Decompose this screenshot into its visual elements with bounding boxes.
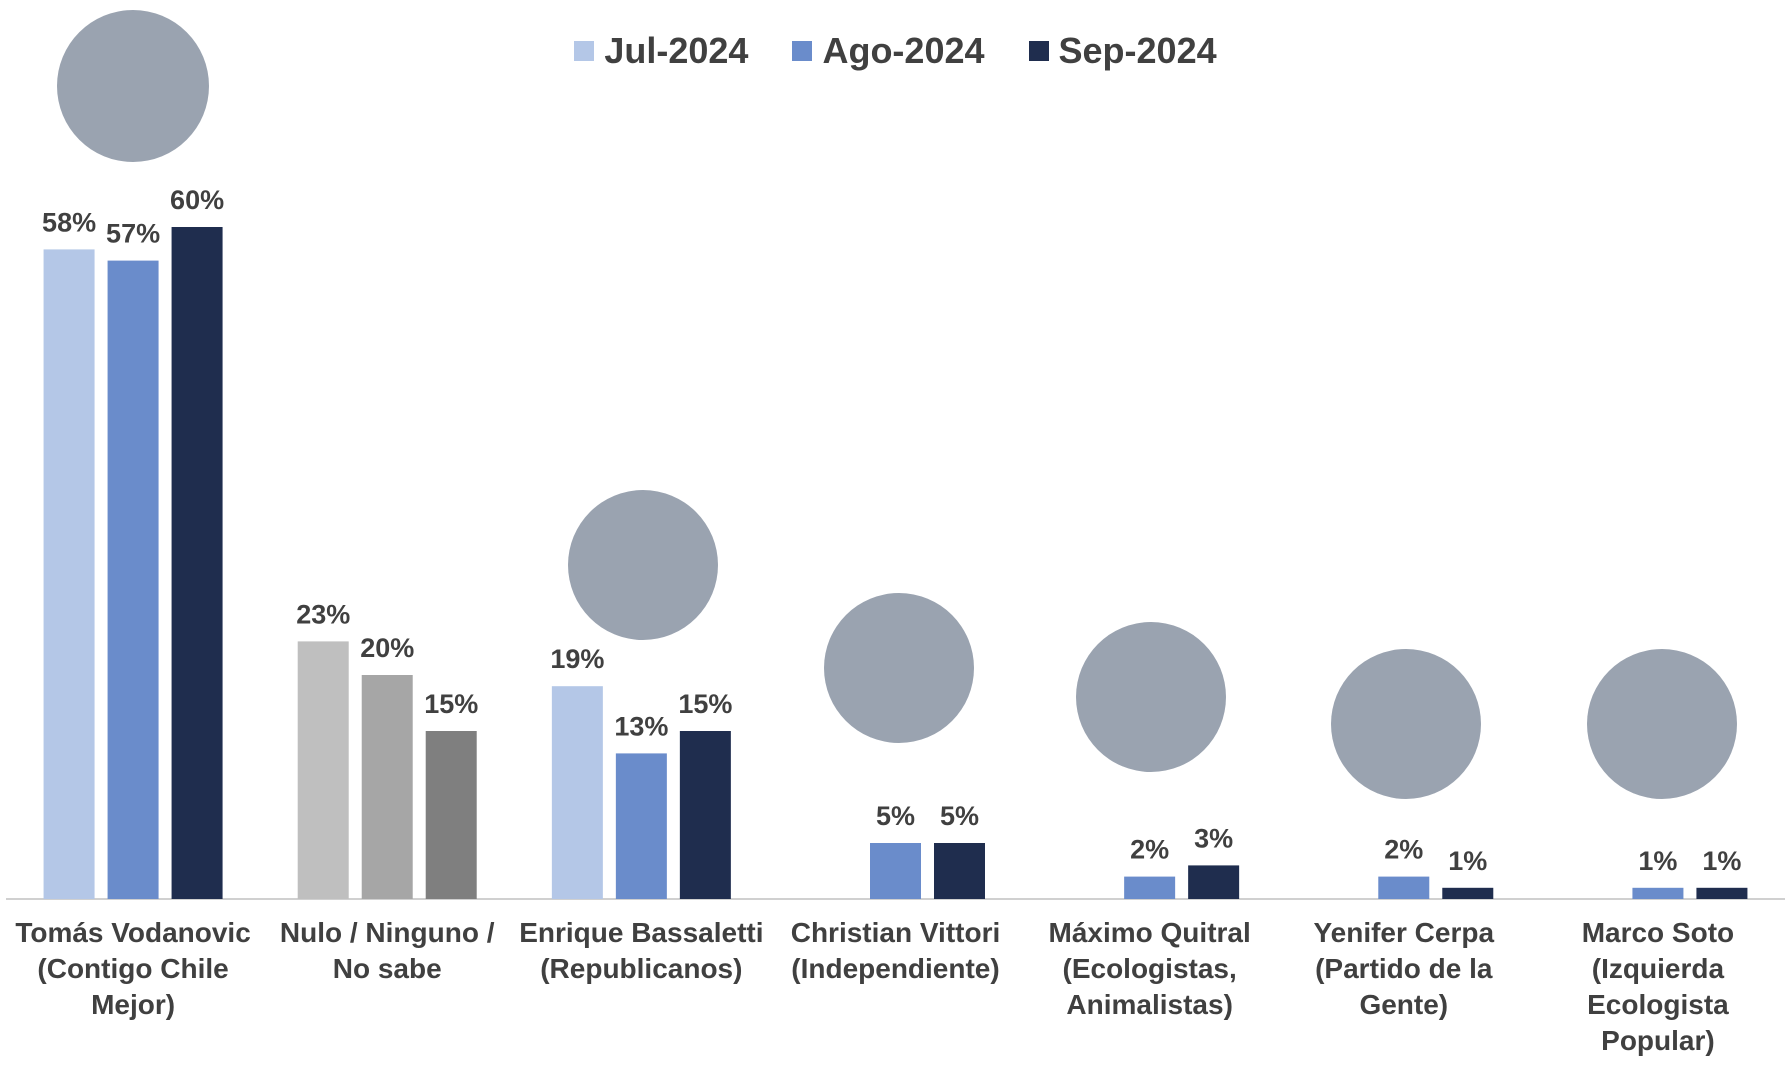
legend-label: Sep-2024 bbox=[1059, 30, 1217, 72]
legend-item: Sep-2024 bbox=[1029, 30, 1217, 72]
photo bbox=[568, 490, 718, 640]
bar bbox=[1696, 888, 1747, 899]
bar bbox=[870, 843, 921, 899]
photo bbox=[824, 593, 974, 743]
photo bbox=[1587, 649, 1737, 799]
value-label: 5% bbox=[940, 801, 979, 831]
x-tick-label: Nulo / Ninguno / No sabe bbox=[262, 915, 512, 987]
value-label: 60% bbox=[170, 185, 224, 215]
legend-label: Ago-2024 bbox=[822, 30, 984, 72]
legend-swatch bbox=[1029, 41, 1049, 61]
bar bbox=[172, 227, 223, 899]
value-label: 5% bbox=[876, 801, 915, 831]
value-label: 1% bbox=[1638, 846, 1677, 876]
value-label: 1% bbox=[1702, 846, 1741, 876]
value-label: 2% bbox=[1130, 835, 1169, 865]
bar bbox=[1632, 888, 1683, 899]
x-tick-label: Marco Soto (Izquierda Ecologista Popular… bbox=[1533, 915, 1783, 1059]
value-label: 15% bbox=[678, 689, 732, 719]
page: Jul-2024 Ago-2024 Sep-2024 58% 57% 60% 23% 20%… bbox=[0, 0, 1791, 1061]
value-label: 3% bbox=[1194, 823, 1233, 853]
legend-swatch bbox=[574, 41, 594, 61]
legend-item: Jul-2024 bbox=[574, 30, 748, 72]
x-tick-label: Enrique Bassaletti (Republicanos) bbox=[516, 915, 766, 987]
value-label: 15% bbox=[424, 689, 478, 719]
chart: 58% 57% 60% 23% 20% 15% 19% 13% 15% 5% 5% 2% 3% 2% 1% 1… bbox=[0, 0, 1791, 1061]
bar bbox=[298, 641, 349, 899]
legend-swatch bbox=[792, 41, 812, 61]
value-label: 20% bbox=[360, 633, 414, 663]
bar bbox=[616, 753, 667, 899]
value-label: 19% bbox=[550, 644, 604, 674]
bar bbox=[108, 261, 159, 899]
bar bbox=[1442, 888, 1493, 899]
photo bbox=[1331, 649, 1481, 799]
bar bbox=[362, 675, 413, 899]
bar bbox=[1378, 877, 1429, 899]
x-tick-label: Yenifer Cerpa (Partido de la Gente) bbox=[1279, 915, 1529, 1023]
bar bbox=[426, 731, 477, 899]
value-label: 2% bbox=[1384, 835, 1423, 865]
value-label: 58% bbox=[42, 207, 96, 237]
x-tick-label: Christian Vittori (Independiente) bbox=[771, 915, 1021, 987]
value-label: 13% bbox=[614, 711, 668, 741]
value-label: 57% bbox=[106, 219, 160, 249]
bar bbox=[44, 249, 95, 899]
value-label: 1% bbox=[1448, 846, 1487, 876]
bar bbox=[934, 843, 985, 899]
bar bbox=[680, 731, 731, 899]
legend-item: Ago-2024 bbox=[792, 30, 984, 72]
x-tick-label: Tomás Vodanovic (Contigo Chile Mejor) bbox=[8, 915, 258, 1023]
bar bbox=[1188, 865, 1239, 899]
legend-label: Jul-2024 bbox=[604, 30, 748, 72]
photo bbox=[1076, 622, 1226, 772]
bar bbox=[552, 686, 603, 899]
x-tick-label: Máximo Quitral (Ecologistas, Animalistas… bbox=[1025, 915, 1275, 1023]
legend: Jul-2024 Ago-2024 Sep-2024 bbox=[0, 30, 1791, 72]
value-label: 23% bbox=[296, 599, 350, 629]
bar bbox=[1124, 877, 1175, 899]
